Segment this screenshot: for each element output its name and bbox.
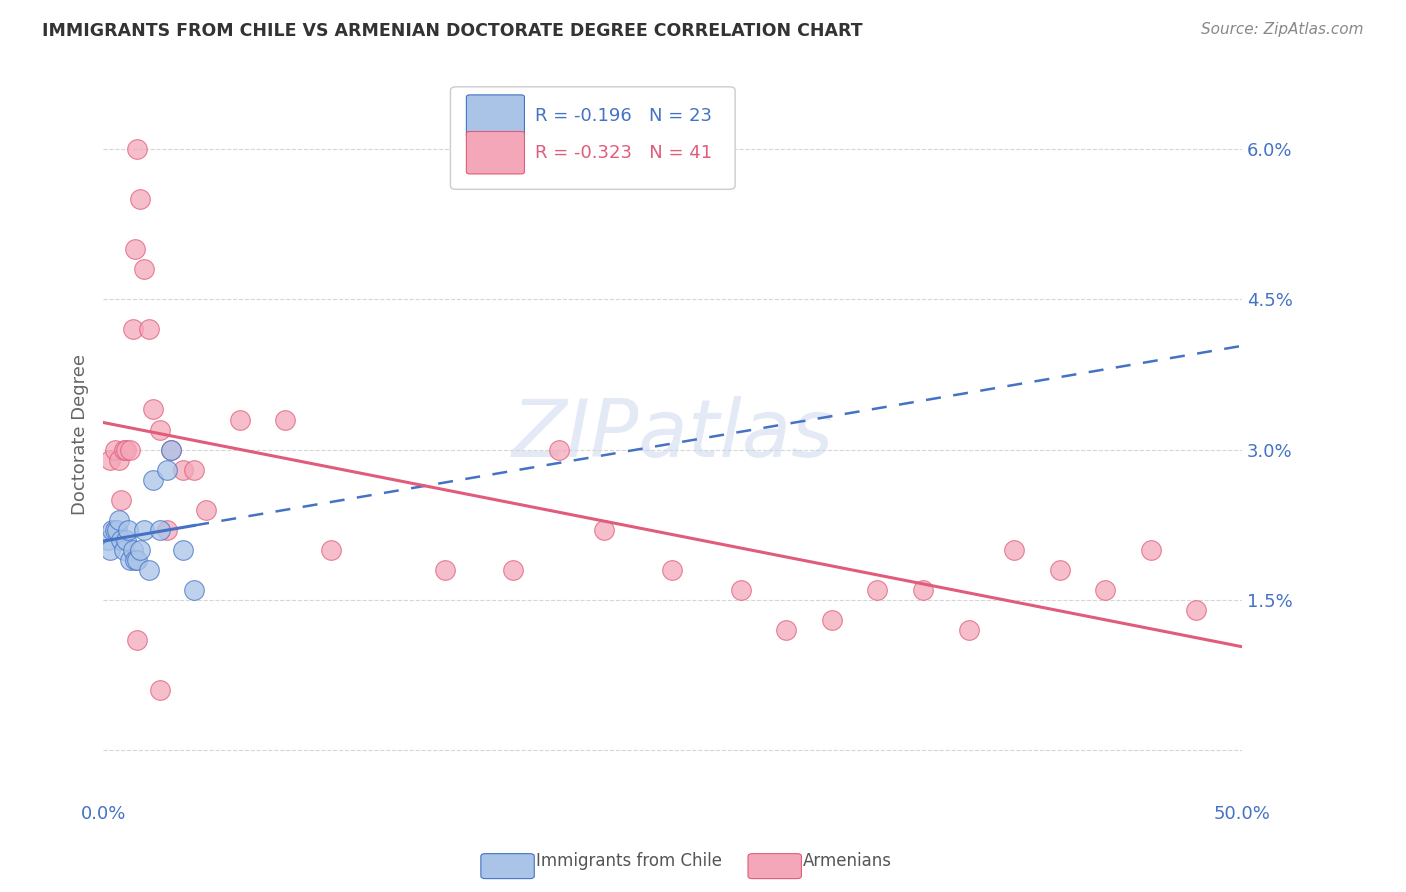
Point	[121, 542, 143, 557]
Point	[117, 523, 139, 537]
Point	[97, 533, 120, 547]
Point	[112, 442, 135, 457]
Point	[98, 542, 121, 557]
Point	[98, 452, 121, 467]
Point	[110, 533, 132, 547]
Point	[149, 683, 172, 698]
Text: Immigrants from Chile: Immigrants from Chile	[536, 852, 721, 870]
Text: IMMIGRANTS FROM CHILE VS ARMENIAN DOCTORATE DEGREE CORRELATION CHART: IMMIGRANTS FROM CHILE VS ARMENIAN DOCTOR…	[42, 22, 863, 40]
Point	[156, 463, 179, 477]
Point	[502, 563, 524, 577]
Point	[319, 542, 342, 557]
Point	[433, 563, 456, 577]
Point	[775, 623, 797, 637]
Point	[547, 442, 569, 457]
Point	[101, 523, 124, 537]
Point	[194, 503, 217, 517]
Point	[115, 442, 138, 457]
Text: R = -0.323   N = 41: R = -0.323 N = 41	[534, 144, 711, 161]
Point	[183, 582, 205, 597]
Point	[156, 523, 179, 537]
Point	[866, 582, 889, 597]
Point	[134, 262, 156, 277]
Point	[115, 533, 138, 547]
Text: Armenians: Armenians	[803, 852, 891, 870]
Point	[103, 442, 125, 457]
Point	[172, 463, 194, 477]
Point	[142, 402, 165, 417]
Point	[108, 513, 131, 527]
Point	[821, 613, 844, 627]
Point	[1139, 542, 1161, 557]
FancyBboxPatch shape	[450, 87, 735, 189]
Point	[957, 623, 980, 637]
Point	[127, 633, 149, 648]
Point	[1049, 563, 1071, 577]
Point	[105, 523, 128, 537]
Point	[112, 542, 135, 557]
Point	[142, 473, 165, 487]
Point	[229, 412, 252, 426]
Point	[120, 442, 142, 457]
Point	[661, 563, 683, 577]
Point	[160, 442, 183, 457]
Point	[134, 523, 156, 537]
Point	[1185, 603, 1208, 617]
Point	[120, 553, 142, 567]
Point	[127, 553, 149, 567]
Y-axis label: Doctorate Degree: Doctorate Degree	[72, 354, 89, 515]
Point	[121, 322, 143, 336]
Point	[149, 423, 172, 437]
Point	[110, 492, 132, 507]
Text: R = -0.196   N = 23: R = -0.196 N = 23	[534, 107, 711, 125]
Point	[124, 553, 146, 567]
FancyBboxPatch shape	[467, 95, 524, 137]
Point	[183, 463, 205, 477]
Point	[127, 142, 149, 156]
Point	[1002, 542, 1025, 557]
Point	[108, 452, 131, 467]
Point	[149, 523, 172, 537]
Point	[730, 582, 752, 597]
Text: Source: ZipAtlas.com: Source: ZipAtlas.com	[1201, 22, 1364, 37]
Point	[593, 523, 616, 537]
Point	[124, 242, 146, 256]
Point	[103, 523, 125, 537]
Point	[128, 192, 150, 206]
Point	[160, 442, 183, 457]
Point	[274, 412, 297, 426]
Point	[172, 542, 194, 557]
Point	[911, 582, 934, 597]
Point	[138, 322, 160, 336]
Point	[138, 563, 160, 577]
FancyBboxPatch shape	[467, 131, 524, 174]
Point	[128, 542, 150, 557]
Point	[1094, 582, 1116, 597]
Text: ZIPatlas: ZIPatlas	[512, 395, 834, 474]
